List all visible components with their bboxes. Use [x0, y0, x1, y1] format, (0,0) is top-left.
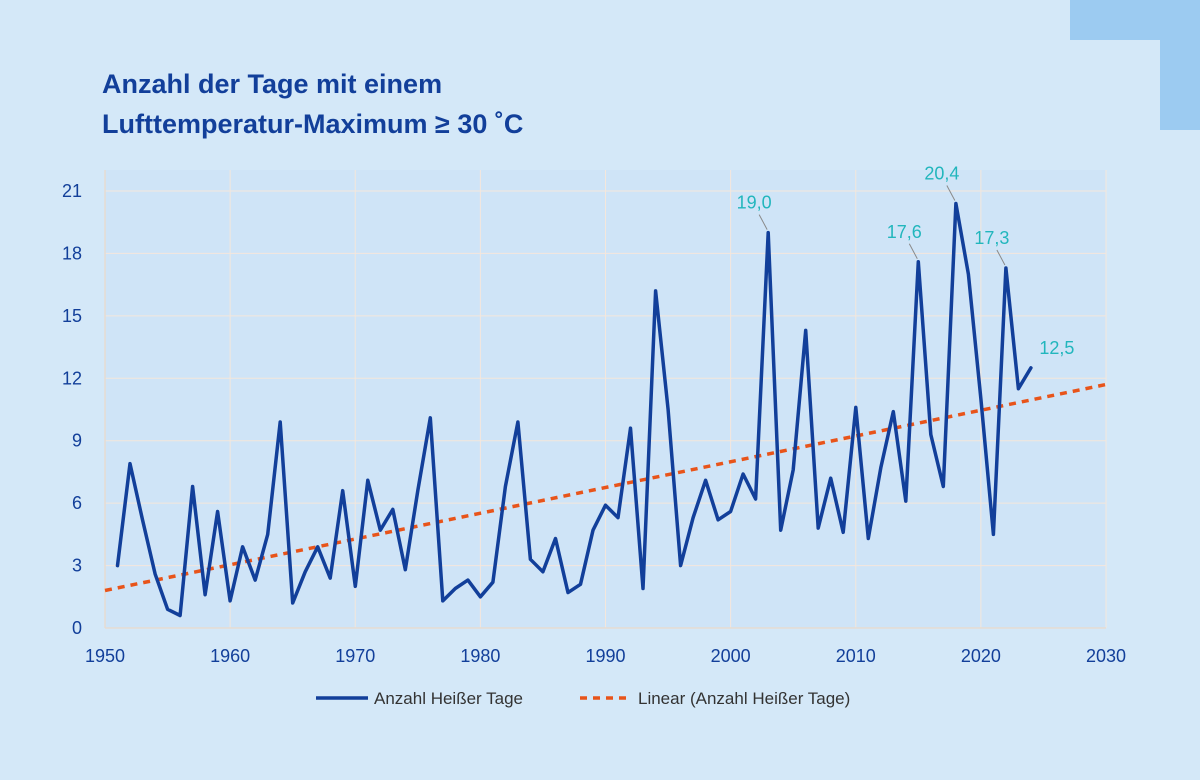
chart-title-line-1: Anzahl der Tage mit einem	[102, 69, 443, 99]
data-label: 19,0	[737, 193, 772, 213]
y-tick-label: 18	[62, 243, 82, 263]
annotations: 19,0 17,6 20,4 17,3 12,5	[737, 163, 1075, 357]
y-tick-label: 21	[62, 181, 82, 201]
x-tick-label: 1970	[335, 646, 375, 666]
corner-decoration	[1070, 0, 1200, 130]
data-label: 20,4	[924, 163, 959, 183]
y-tick-label: 3	[72, 556, 82, 576]
y-tick-label: 9	[72, 431, 82, 451]
x-tick-label: 1950	[85, 646, 125, 666]
x-tick-label: 1990	[585, 646, 625, 666]
data-label: 17,6	[887, 222, 922, 242]
series-trend-line	[104, 382, 1107, 593]
annotation-leader	[996, 249, 1006, 266]
axes: 0 3 6 9 12 15 18 21 1950 1960 1970 1980 1990 2000 2010…	[62, 170, 1126, 666]
annotation-leader	[908, 243, 918, 259]
y-tick-label: 0	[72, 618, 82, 638]
series-hot-days-line	[115, 201, 1033, 618]
x-tick-label: 2030	[1086, 646, 1126, 666]
data-label: 12,5	[1039, 338, 1074, 358]
grid	[105, 170, 1107, 628]
x-tick-label: 1980	[460, 646, 500, 666]
series-layer	[104, 201, 1107, 618]
y-tick-label: 6	[72, 493, 82, 513]
chart-title: Anzahl der Tage mit einem Lufttemperatur…	[102, 64, 902, 144]
annotation-leader	[758, 214, 768, 230]
legend: Anzahl Heißer Tage Linear (Anzahl Heißer …	[316, 689, 850, 708]
y-tick-label: 12	[62, 368, 82, 388]
data-label: 17,3	[974, 228, 1009, 248]
legend-label: Linear (Anzahl Heißer Tage)	[638, 689, 850, 708]
y-tick-label: 15	[62, 306, 82, 326]
x-tick-label: 2010	[836, 646, 876, 666]
x-tick-label: 2000	[711, 646, 751, 666]
x-tick-label: 2020	[961, 646, 1001, 666]
chart-title-line-2: Lufttemperatur-Maximum ≥ 30 ˚C	[102, 109, 524, 139]
annotation-leader	[946, 185, 956, 201]
legend-label: Anzahl Heißer Tage	[374, 689, 523, 708]
x-tick-label: 1960	[210, 646, 250, 666]
